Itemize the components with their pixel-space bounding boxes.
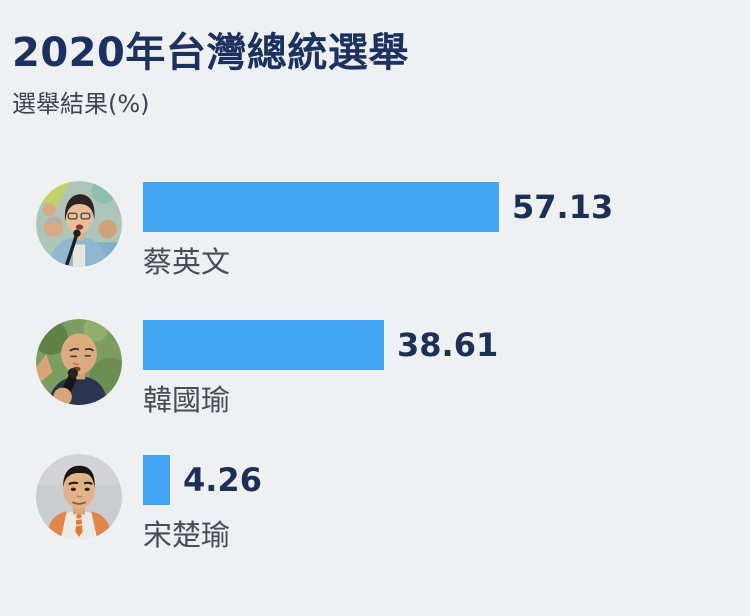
chart-subtitle: 選舉結果(%) [12,90,150,118]
candidate-name-james-soong: 宋楚瑜 [143,518,231,552]
tsai-ing-wen-photo [36,181,122,267]
candidate-name-han-kuo-yu: 韓國瑜 [143,383,231,417]
value-label-tsai-ing-wen: 57.13 [512,188,614,226]
chart-title: 2020年台灣總統選舉 [12,30,409,76]
james-soong-photo [36,454,122,540]
candidate-row-james-soong: 4.26 宋楚瑜 [0,454,750,552]
value-label-james-soong: 4.26 [183,461,262,499]
bar-james-soong [143,455,170,505]
bar-han-kuo-yu [143,320,384,370]
bar-tsai-ing-wen [143,182,499,232]
han-kuo-yu-photo [36,319,122,405]
candidate-row-tsai-ing-wen: 57.13 蔡英文 [0,181,750,279]
candidate-row-han-kuo-yu: 38.61 韓國瑜 [0,319,750,417]
value-label-han-kuo-yu: 38.61 [397,326,499,364]
candidate-name-tsai-ing-wen: 蔡英文 [143,245,231,279]
